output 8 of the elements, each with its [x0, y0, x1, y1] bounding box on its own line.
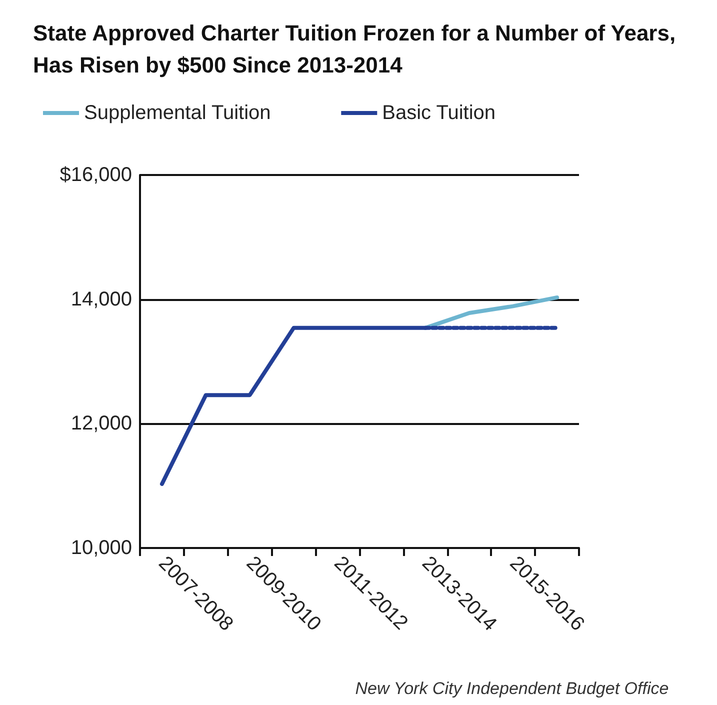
y-tick-label: 12,000	[70, 412, 132, 435]
y-tick-label: $16,000	[60, 164, 132, 186]
y-tick-label: 14,000	[70, 288, 132, 310]
legend-label: Supplemental Tuition	[84, 102, 271, 124]
legend-label: Basic Tuition	[382, 102, 496, 124]
y-tick-label: 10,000	[70, 537, 132, 559]
text: New York City Independent Budget Office	[355, 679, 669, 698]
chart-title: State Approved Charter Tuition Frozen for a Number of Years, Has Risen by $500 Since 2013-2014	[33, 20, 682, 78]
